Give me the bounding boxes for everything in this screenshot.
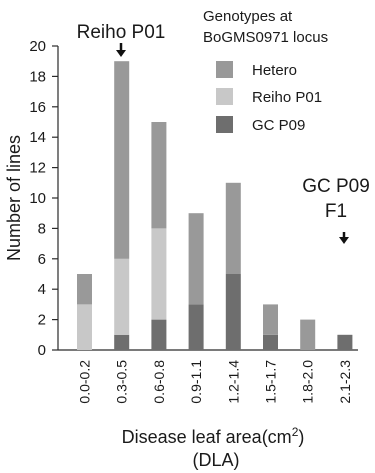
bar-segment-gc-p09 [337,334,353,350]
annotation-reiho-p01: Reiho P01 [77,22,166,43]
bar-segment-hetero [263,304,278,335]
legend-swatch-reiho-p01 [216,88,233,105]
x-tick-label: 2.1-2.3 [337,360,353,404]
bar-segment-gc-p09 [225,274,241,350]
y-tick-label: 6 [38,251,46,268]
y-tick-label: 0 [38,342,46,359]
y-axis-ticks: 0 2 4 6 8 10 12 14 16 18 20 [29,38,58,359]
legend-title-line1: Genotypes at [203,8,293,25]
bar-segment-hetero [300,319,316,350]
annotation-gc-p09-line2: F1 [325,201,347,222]
legend-title-line2: BoGMS0971 locus [203,29,328,46]
y-tick-label: 10 [29,190,46,207]
bars-group [77,61,353,350]
x-tick-label: 0.6-0.8 [151,360,167,404]
x-tick-label: 1.8-2.0 [300,360,316,404]
legend-label-gc-p09: GC P09 [252,117,305,134]
x-axis-title-close: ) [298,427,304,447]
x-tick-label: 0.3-0.5 [114,360,130,404]
legend-swatch-hetero [216,61,233,78]
y-tick-label: 4 [38,281,46,298]
y-tick-label: 16 [29,99,46,116]
arrow-down-icon [116,43,126,57]
bar-segment-reiho-p01 [114,258,130,335]
x-axis-title-line2: (DLA) [192,450,239,470]
bar-segment-reiho-p01 [151,228,167,320]
bar-segment-gc-p09 [263,334,278,350]
y-tick-label: 18 [29,68,46,85]
bar-segment-hetero [225,182,241,274]
arrow-down-icon [339,232,349,244]
y-tick-label: 2 [38,312,46,329]
y-axis-title: Number of lines [4,135,24,261]
x-tick-label: 0.0-0.2 [77,360,93,404]
legend: Genotypes at BoGMS0971 locus Hetero Reih… [203,8,328,134]
y-tick-label: 12 [29,160,46,177]
bar-segment-hetero [77,274,92,305]
x-axis-title-main: Disease leaf area(cm [122,427,292,447]
legend-label-reiho-p01: Reiho P01 [252,89,322,106]
bar-segment-gc-p09 [114,334,130,350]
x-tick-label: 1.2-1.4 [225,360,241,404]
x-axis-title-superscript: 2 [292,425,299,439]
y-tick-label: 14 [29,129,46,146]
y-tick-label: 8 [38,220,46,237]
x-axis-title: Disease leaf area(cm2) [122,425,305,447]
x-axis-ticks: 0.0-0.2 0.3-0.5 0.6-0.8 0.9-1.1 1.2-1.4 1.5-1… [77,360,353,404]
legend-swatch-gc-p09 [216,116,233,133]
x-tick-label: 1.5-1.7 [263,360,279,404]
x-tick-label: 0.9-1.1 [188,360,204,404]
annotation-gc-p09-line1: GC P09 [302,176,370,197]
bar-segment-gc-p09 [188,304,204,350]
bar-segment-gc-p09 [151,319,167,350]
legend-label-hetero: Hetero [252,62,297,79]
bar-segment-hetero [151,122,167,229]
y-tick-label: 20 [29,38,46,55]
bar-segment-reiho-p01 [77,304,92,350]
bar-segment-hetero [114,61,130,259]
bar-segment-hetero [188,213,204,305]
